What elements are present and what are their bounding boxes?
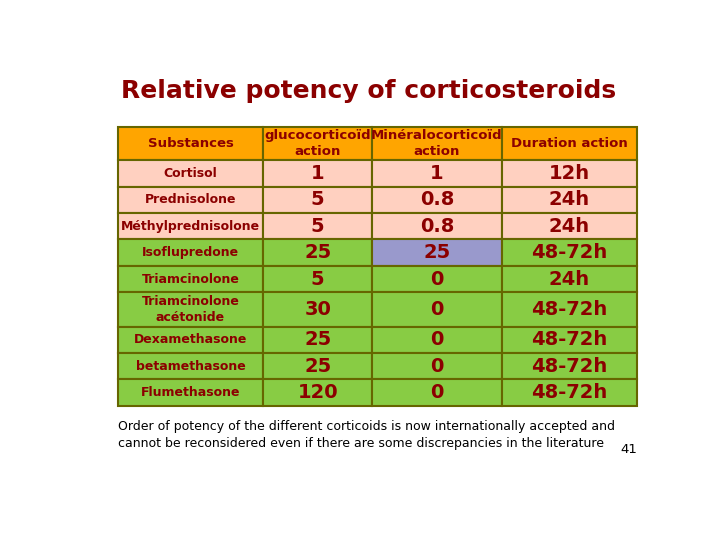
Bar — [372, 160, 502, 187]
Text: 41: 41 — [620, 443, 637, 456]
Bar — [118, 187, 264, 213]
Bar — [372, 239, 502, 266]
Bar — [118, 379, 264, 406]
Text: 1: 1 — [311, 164, 325, 183]
Bar — [264, 379, 372, 406]
Text: 25: 25 — [304, 243, 331, 262]
Bar — [502, 213, 637, 239]
Text: 48-72h: 48-72h — [531, 330, 608, 349]
Bar — [264, 187, 372, 213]
Bar — [118, 353, 264, 379]
Bar — [372, 327, 502, 353]
Bar — [264, 266, 372, 292]
Bar — [118, 213, 264, 239]
Bar — [372, 187, 502, 213]
Bar — [264, 353, 372, 379]
Bar — [502, 379, 637, 406]
Text: Prednisolone: Prednisolone — [145, 193, 236, 206]
Text: 48-72h: 48-72h — [531, 243, 608, 262]
Bar — [372, 127, 502, 160]
Bar — [264, 127, 372, 160]
Text: Triamcinolone
acétonide: Triamcinolone acétonide — [142, 295, 240, 324]
Text: 5: 5 — [311, 190, 325, 210]
Text: Flumethasone: Flumethasone — [141, 386, 240, 399]
Text: glucocorticoïd
action: glucocorticoïd action — [264, 129, 371, 158]
Text: Cortisol: Cortisol — [163, 167, 217, 180]
Text: 25: 25 — [304, 330, 331, 349]
Text: 1: 1 — [431, 164, 444, 183]
Text: 48-72h: 48-72h — [531, 300, 608, 319]
Text: Substances: Substances — [148, 137, 233, 150]
Bar — [502, 127, 637, 160]
Text: 120: 120 — [297, 383, 338, 402]
Text: 24h: 24h — [549, 269, 590, 288]
Bar — [502, 353, 637, 379]
Text: 24h: 24h — [549, 190, 590, 210]
Text: 0.8: 0.8 — [420, 190, 454, 210]
Bar — [502, 266, 637, 292]
Text: 12h: 12h — [549, 164, 590, 183]
Text: Isoflupredone: Isoflupredone — [142, 246, 239, 259]
Bar — [372, 353, 502, 379]
Text: 0: 0 — [431, 383, 444, 402]
Text: 0: 0 — [431, 300, 444, 319]
Bar — [502, 327, 637, 353]
Text: betamethasone: betamethasone — [135, 360, 246, 373]
Text: 0: 0 — [431, 330, 444, 349]
Bar — [372, 213, 502, 239]
Text: 5: 5 — [311, 269, 325, 288]
Text: Triamcinolone: Triamcinolone — [142, 273, 240, 286]
Text: Méthylprednisolone: Méthylprednisolone — [121, 220, 260, 233]
Text: 30: 30 — [305, 300, 331, 319]
Text: 48-72h: 48-72h — [531, 356, 608, 376]
Bar — [264, 292, 372, 327]
Text: 0: 0 — [431, 269, 444, 288]
Bar — [118, 266, 264, 292]
Text: Minéralocorticoïd
action: Minéralocorticoïd action — [372, 129, 503, 158]
Text: 24h: 24h — [549, 217, 590, 235]
Bar — [372, 266, 502, 292]
Bar — [118, 327, 264, 353]
Bar — [502, 187, 637, 213]
Text: Order of potency of the different corticoids is now internationally accepted and: Order of potency of the different cortic… — [118, 420, 615, 450]
Bar — [264, 213, 372, 239]
Text: 48-72h: 48-72h — [531, 383, 608, 402]
Bar — [118, 160, 264, 187]
Bar — [372, 379, 502, 406]
Bar — [264, 160, 372, 187]
Bar — [502, 292, 637, 327]
Bar — [264, 239, 372, 266]
Bar — [118, 239, 264, 266]
Text: 25: 25 — [423, 243, 451, 262]
Text: Dexamethasone: Dexamethasone — [134, 333, 247, 346]
Text: 0.8: 0.8 — [420, 217, 454, 235]
Bar — [372, 292, 502, 327]
Text: 0: 0 — [431, 356, 444, 376]
Text: Duration action: Duration action — [511, 137, 628, 150]
Text: 25: 25 — [304, 356, 331, 376]
Text: Relative potency of corticosteroids: Relative potency of corticosteroids — [122, 79, 616, 103]
Bar — [264, 327, 372, 353]
Bar — [118, 127, 264, 160]
Bar — [118, 292, 264, 327]
Bar — [502, 160, 637, 187]
Bar — [502, 239, 637, 266]
Text: 5: 5 — [311, 217, 325, 235]
